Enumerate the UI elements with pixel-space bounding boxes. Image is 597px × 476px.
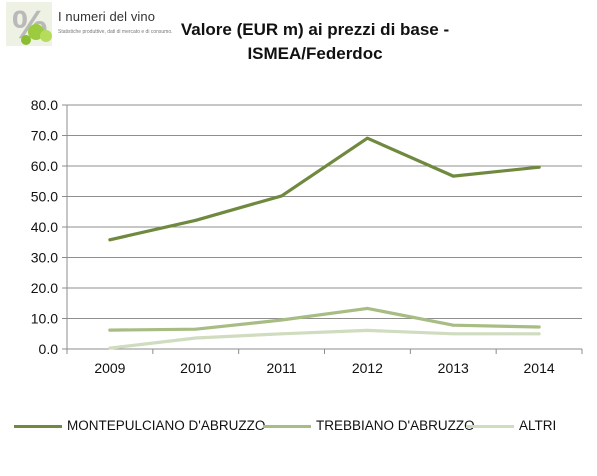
data-point	[365, 136, 369, 140]
y-tick-label: 40.0	[31, 219, 58, 235]
data-point	[365, 306, 369, 310]
y-tick-label: 50.0	[31, 189, 58, 205]
y-axis-ticks: 0.0 10.0 20.0 30.0 40.0 50.0 60.0 70.0 80.0	[31, 97, 68, 357]
data-point	[108, 238, 112, 242]
y-tick-label: 80.0	[31, 97, 58, 113]
legend: MONTEPULCIANO D'ABRUZZO TREBBIANO D'ABRUZ…	[0, 413, 597, 441]
y-tick-label: 0.0	[39, 341, 59, 357]
chart-title-line2: ISMEA/Federdoc	[247, 44, 383, 63]
series-line-0	[108, 136, 541, 242]
legend-swatch	[263, 425, 311, 428]
x-tick-label: 2009	[94, 360, 125, 376]
data-point	[451, 323, 455, 327]
data-point	[280, 194, 284, 198]
gridlines	[67, 104, 582, 350]
x-tick-label: 2013	[438, 360, 469, 376]
data-point	[537, 325, 541, 329]
series-line-1	[108, 306, 541, 332]
data-point	[194, 327, 198, 331]
legend-label: TREBBIANO D'ABRUZZO	[316, 418, 475, 433]
x-tick-label: 2012	[352, 360, 383, 376]
y-tick-label: 30.0	[31, 250, 58, 266]
chart-title-line1: Valore (EUR m) ai prezzi di base -	[180, 20, 450, 39]
data-point	[280, 318, 284, 322]
data-point	[280, 332, 284, 336]
y-tick-label: 10.0	[31, 311, 58, 327]
data-point	[108, 328, 112, 332]
data-point	[194, 218, 198, 222]
legend-swatch	[466, 425, 514, 428]
legend-swatch	[14, 425, 62, 428]
chart-title: Valore (EUR m) ai prezzi di base - ISMEA…	[150, 18, 480, 66]
logo-title: I numeri del vino	[58, 9, 156, 24]
data-point	[537, 332, 541, 336]
series-lines	[108, 136, 541, 350]
logo: % I numeri del vino Statistiche produtti…	[0, 0, 175, 48]
data-point	[108, 346, 112, 350]
x-tick-label: 2011	[267, 360, 297, 376]
legend-label: ALTRI	[519, 418, 557, 433]
data-point	[194, 336, 198, 340]
data-point	[451, 174, 455, 178]
logo-subtitle: Statistiche produttive, dati di mercato …	[58, 29, 173, 35]
data-point	[451, 332, 455, 336]
series-line-2	[108, 328, 541, 350]
y-tick-label: 60.0	[31, 158, 58, 174]
legend-label: MONTEPULCIANO D'ABRUZZO	[67, 418, 266, 433]
data-point	[365, 328, 369, 332]
y-tick-label: 70.0	[31, 128, 58, 144]
x-axis-ticks: 2009 2010 2011 2012 2013 2014	[66, 349, 583, 376]
x-tick-label: 2014	[524, 360, 555, 376]
percent-grapes-icon: %	[6, 2, 52, 46]
y-tick-label: 20.0	[31, 280, 58, 296]
x-tick-label: 2010	[180, 360, 211, 376]
data-point	[537, 165, 541, 169]
